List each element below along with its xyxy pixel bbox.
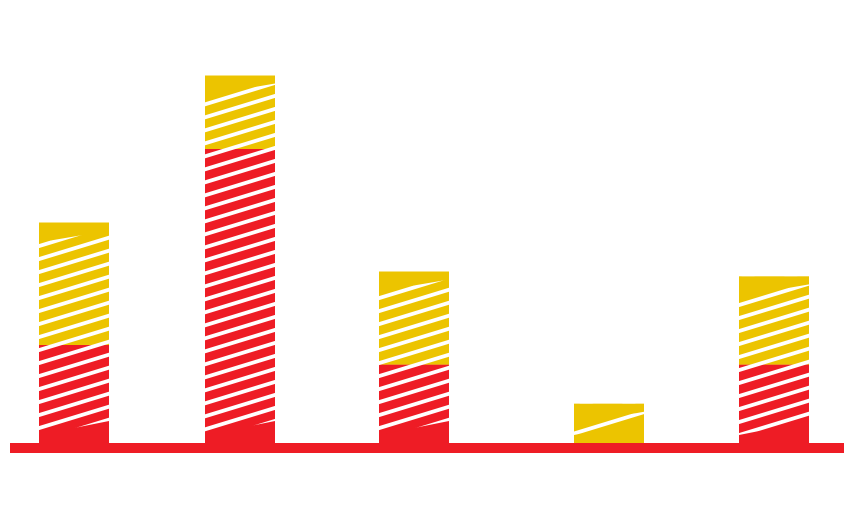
bar-stack-4 (574, 403, 644, 443)
bar-top-cap (574, 403, 644, 424)
bar-stack-5 (739, 276, 809, 443)
bar-segment (39, 222, 109, 345)
bar-stack-1 (39, 222, 109, 443)
bar-top-cap (739, 276, 809, 297)
bar-bottom-wedge (379, 421, 449, 443)
bars-layer (39, 75, 809, 443)
bar-bottom-wedge (574, 421, 644, 443)
bar-segment (205, 149, 275, 443)
bar-stack-2 (205, 75, 275, 443)
bar-top-cap (39, 222, 109, 243)
x-axis-baseline (10, 443, 844, 453)
bar-bottom-wedge (39, 421, 109, 443)
bar-bottom-wedge (205, 421, 275, 443)
bar-top-cap (379, 271, 449, 292)
bar-bottom-wedge (739, 421, 809, 443)
bar-top-cap (205, 75, 275, 96)
bar-stack-3 (379, 271, 449, 443)
